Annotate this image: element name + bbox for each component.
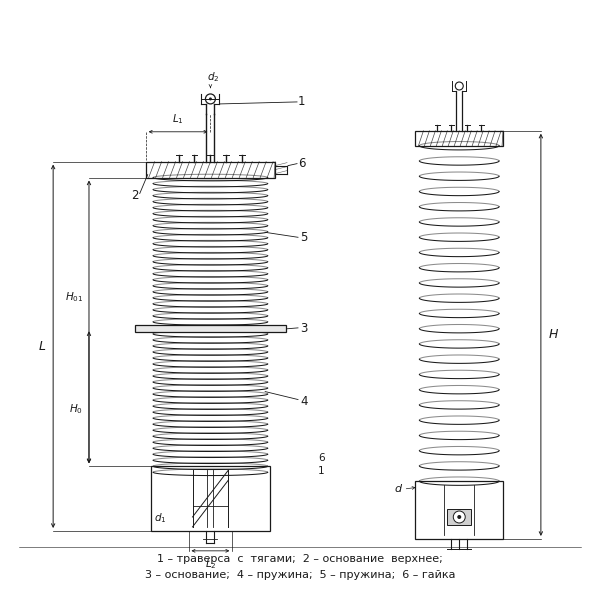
Text: $d_1$: $d_1$ <box>154 511 166 525</box>
Text: 1: 1 <box>318 466 325 476</box>
Text: 6: 6 <box>318 453 325 463</box>
Text: 5: 5 <box>300 231 307 244</box>
Text: $L_2$: $L_2$ <box>205 557 216 571</box>
Text: d: d <box>394 484 401 494</box>
Text: $d_2$: $d_2$ <box>207 70 220 84</box>
Text: $H_0$: $H_0$ <box>69 402 83 416</box>
Text: $L_1$: $L_1$ <box>172 112 184 126</box>
Text: 4: 4 <box>300 395 308 408</box>
Text: 6: 6 <box>298 157 305 170</box>
Text: 2: 2 <box>131 189 139 202</box>
Text: $H_{01}$: $H_{01}$ <box>65 290 83 304</box>
Text: 3 – основание;  4 – пружина;  5 – пружина;  6 – гайка: 3 – основание; 4 – пружина; 5 – пружина;… <box>145 570 455 580</box>
Circle shape <box>209 97 212 100</box>
Text: 3: 3 <box>300 322 307 335</box>
Circle shape <box>457 515 461 519</box>
Text: L: L <box>38 340 45 353</box>
Polygon shape <box>135 325 286 332</box>
Text: H: H <box>549 328 558 341</box>
Text: 1 – траверса  с  тягами;  2 – основание  верхнее;: 1 – траверса с тягами; 2 – основание вер… <box>157 554 443 564</box>
Polygon shape <box>448 509 471 525</box>
Circle shape <box>453 511 465 523</box>
Text: 1: 1 <box>298 95 305 109</box>
